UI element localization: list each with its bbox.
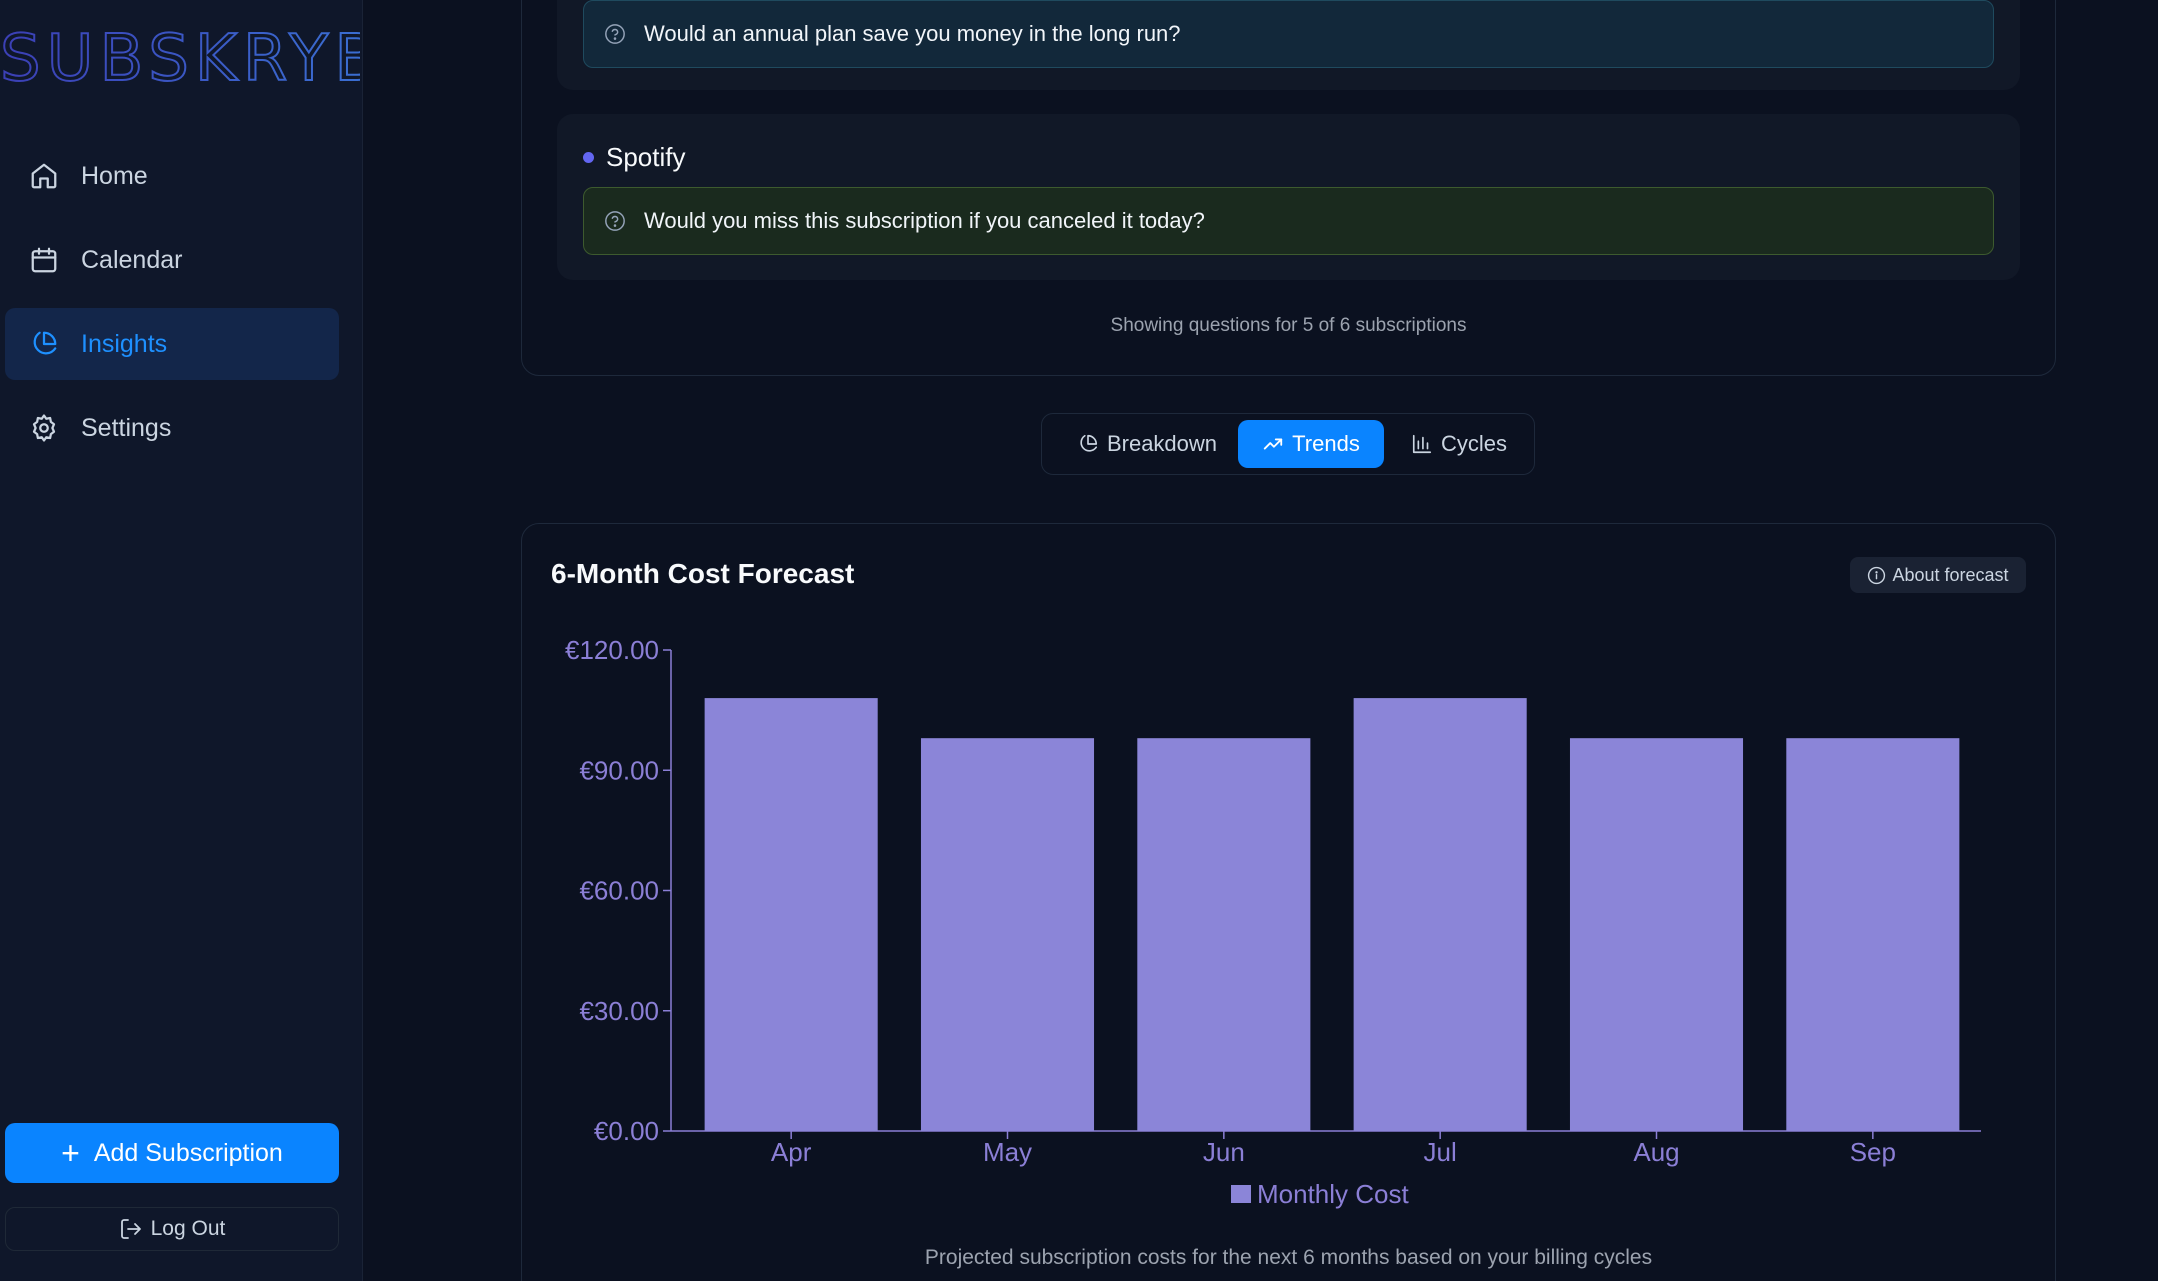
sidebar: SUBSKRYBD Home Calendar Insights Setting…	[0, 0, 435, 1281]
bar-jul	[1353, 698, 1527, 1131]
about-forecast-button[interactable]: About forecast	[1850, 557, 2026, 593]
about-forecast-label: About forecast	[1892, 564, 2009, 585]
bar-chart-icon	[1412, 434, 1432, 454]
help-circle-icon	[605, 24, 625, 44]
bar-jun	[1137, 738, 1311, 1131]
tab-breakdown[interactable]: Breakdown	[1072, 420, 1222, 468]
bar-aug	[1569, 738, 1744, 1131]
x-tick-label: May	[983, 1137, 1032, 1167]
logout-button[interactable]: Log Out	[5, 1207, 339, 1251]
forecast-bar-chart: €0.00 €30.00 €60.00 €90.00 €120.00 Apr May Jun J…	[565, 635, 1981, 1209]
subscription-name: Spotify	[583, 142, 686, 173]
help-circle-icon	[605, 211, 625, 231]
bar-apr	[704, 698, 878, 1131]
logo-wordmark: SUBSKRYBD	[0, 21, 435, 97]
trending-up-icon	[1264, 438, 1283, 450]
plus-icon: +	[61, 1135, 80, 1171]
y-tick-label: €30.00	[579, 996, 659, 1026]
info-icon	[1868, 566, 1886, 584]
x-tick-label: Sep	[1850, 1137, 1896, 1167]
logout-label: Log Out	[150, 1217, 226, 1240]
pie-chart-icon	[1080, 434, 1098, 452]
legend-label: Monthly Cost	[1257, 1179, 1409, 1209]
bar-may	[920, 738, 1095, 1131]
calendar-icon	[31, 247, 57, 273]
y-tick-label: €90.00	[579, 755, 659, 785]
questions-footer: Showing questions for 5 of 6 subscriptio…	[1110, 315, 1467, 336]
subscription-name-label: Spotify	[606, 142, 686, 172]
logout-icon	[120, 1219, 141, 1239]
y-tick-label: €60.00	[579, 876, 659, 906]
sidebar-item-label: Home	[81, 161, 148, 190]
y-tick-label: €0.00	[594, 1116, 659, 1146]
x-tick-label: Apr	[771, 1137, 812, 1167]
logo-text: SUBSKRYBD	[0, 22, 360, 92]
tab-label: Breakdown	[1106, 431, 1218, 456]
question-text: Would you miss this subscription if you …	[644, 208, 1205, 233]
question-row: Would you miss this subscription if you …	[583, 187, 1994, 255]
question-row: Would an annual plan save you money in t…	[583, 0, 1994, 68]
sidebar-item-label: Calendar	[81, 245, 183, 274]
tab-label: Trends	[1292, 431, 1360, 456]
bar-sep	[1786, 738, 1960, 1131]
subscription-color-dot	[583, 152, 594, 163]
x-tick-label: Aug	[1633, 1137, 1679, 1167]
chart-title: 6-Month Cost Forecast	[551, 558, 855, 589]
tab-trends[interactable]: Trends	[1238, 420, 1384, 468]
gear-icon	[32, 414, 56, 442]
sidebar-item-home[interactable]: Home	[5, 140, 339, 212]
tab-label: Cycles	[1440, 431, 1507, 456]
sidebar-item-insights[interactable]: Insights	[5, 308, 339, 380]
tab-cycles[interactable]: Cycles	[1401, 420, 1517, 468]
home-icon	[31, 163, 57, 189]
legend-swatch	[1231, 1185, 1251, 1203]
insights-tabs: Breakdown Trends Cycles	[1041, 413, 1535, 475]
question-text: Would an annual plan save you money in t…	[644, 21, 1181, 46]
sidebar-item-calendar[interactable]: Calendar	[5, 224, 339, 296]
sidebar-item-label: Insights	[81, 329, 168, 358]
question-group-spotify: Spotify Would you miss this subscription…	[557, 114, 2020, 280]
sidebar-nav: Home Calendar Insights Settings	[5, 140, 339, 476]
app-logo[interactable]: SUBSKRYBD	[0, 21, 435, 97]
add-subscription-label: Add Subscription	[93, 1138, 283, 1167]
chart-caption: Projected subscription costs for the nex…	[924, 1246, 1653, 1269]
pie-chart-icon	[33, 331, 57, 355]
sidebar-item-label: Settings	[81, 413, 172, 442]
x-tick-label: Jul	[1424, 1137, 1457, 1167]
add-subscription-button[interactable]: + Add Subscription	[5, 1123, 339, 1183]
sidebar-item-settings[interactable]: Settings	[5, 392, 339, 464]
x-tick-label: Jun	[1203, 1137, 1245, 1167]
y-tick-label: €120.00	[565, 635, 659, 665]
question-group: Would an annual plan save you money in t…	[557, 0, 2020, 90]
